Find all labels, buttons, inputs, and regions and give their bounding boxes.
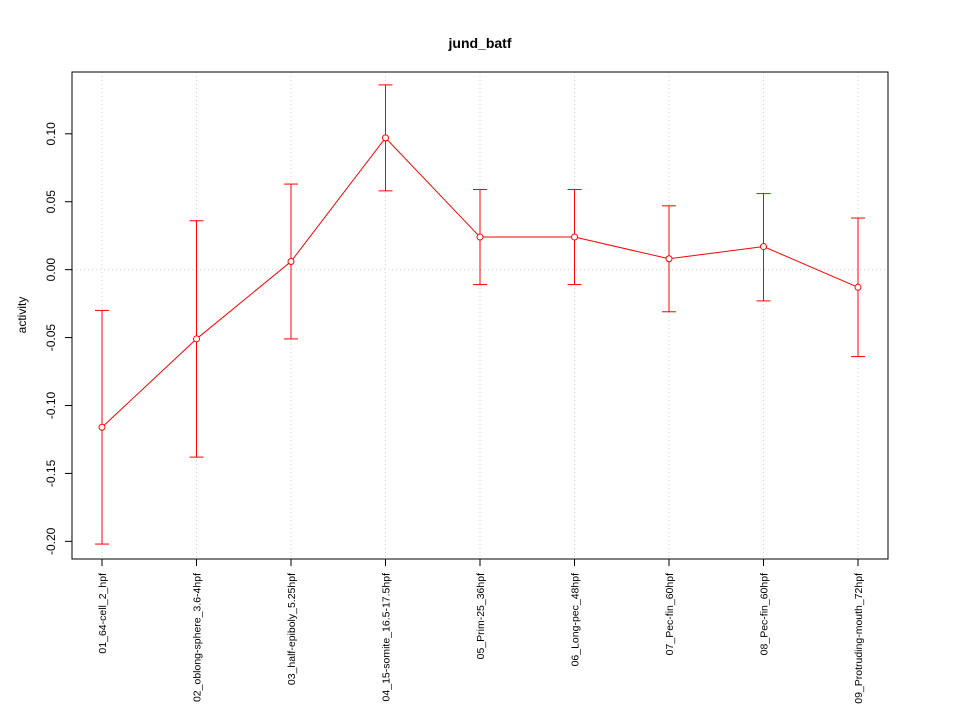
x-tick-label: 07_Pec-fin_60hpf — [664, 573, 676, 655]
x-tick-label: 03_half-epiboly_5.25hpf — [286, 573, 298, 685]
x-tick-label: 04_15-somite_16.5-17.5hpf — [381, 573, 393, 702]
x-tick-label: 05_Prim-25_36hpf — [475, 573, 487, 659]
data-point — [854, 283, 862, 291]
x-tick-label: 01_64-cell_2_hpf — [97, 573, 109, 654]
y-tick-label: 0.10 — [44, 122, 58, 146]
x-tick-label: 09_Protruding-mouth_72hpf — [853, 573, 865, 704]
data-point — [571, 233, 578, 241]
data-point — [193, 335, 200, 343]
x-tick-label: 02_oblong-sphere_3.6-4hpf — [192, 573, 204, 702]
y-tick-label: -0.10 — [44, 391, 58, 419]
data-point — [476, 233, 484, 241]
data-points — [98, 134, 862, 431]
error-bars — [95, 84, 865, 545]
y-tick-label: 0.00 — [44, 258, 58, 282]
x-tick-label: 06_Long-pec_48hpf — [570, 573, 582, 667]
y-tick-label: -0.15 — [44, 459, 58, 487]
y-tick-label: 0.05 — [44, 190, 58, 214]
x-tick-label: 08_Pec-fin_60hpf — [759, 573, 771, 655]
data-point — [665, 255, 673, 263]
data-point — [287, 258, 295, 266]
y-tick-label: -0.20 — [44, 527, 58, 555]
plot-frame — [71, 71, 889, 560]
y-tick-label: -0.05 — [44, 324, 58, 352]
data-point — [382, 134, 389, 142]
chart-title: jund_batf — [448, 35, 512, 51]
grid — [72, 72, 888, 559]
data-point — [760, 243, 767, 251]
data-point — [98, 423, 106, 431]
axes: -0.20 -0.15 -0.10 -0.05 0.00 0.05 0.10 01_64-ce… — [44, 122, 865, 704]
y-axis-label: activity — [15, 297, 29, 334]
